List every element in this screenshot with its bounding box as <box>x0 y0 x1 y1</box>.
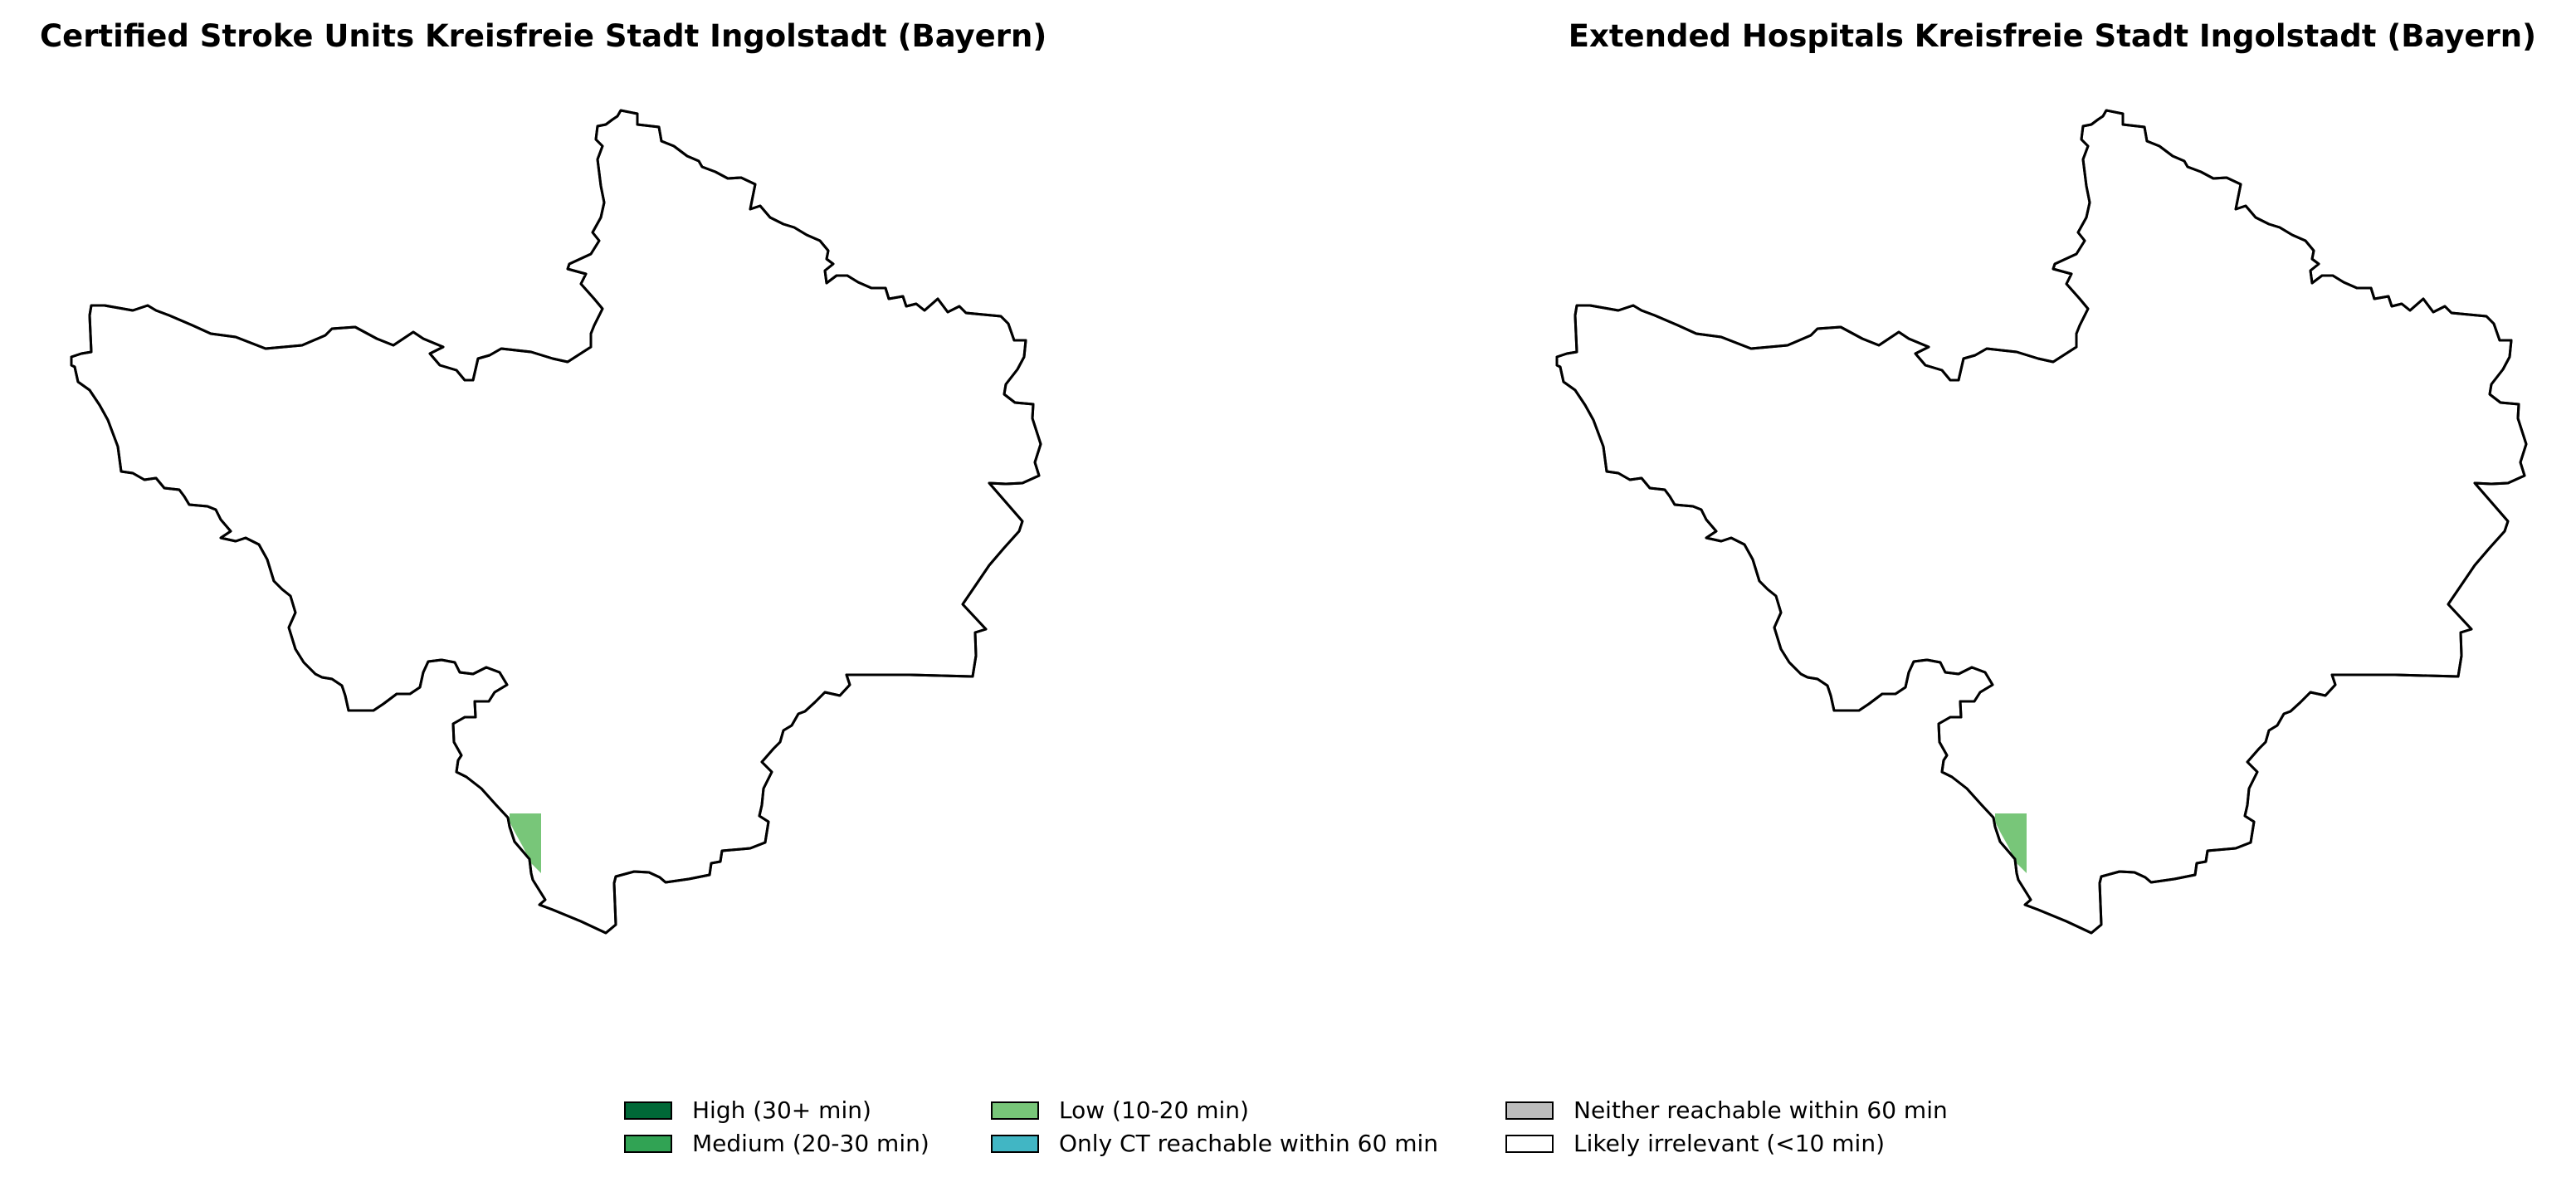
legend-swatch <box>624 1135 672 1153</box>
region-boundary <box>1555 109 2528 935</box>
legend-label: Only CT reachable within 60 min <box>1059 1130 1439 1157</box>
map-extended-hospitals <box>1555 109 2528 935</box>
legend-label: Likely irrelevant (<10 min) <box>1573 1130 1885 1157</box>
map-legend: High (30+ min) Medium (20-30 min) Low (1… <box>624 1094 1969 1169</box>
reachability-zone-low <box>510 813 541 873</box>
reachability-zone-low <box>1995 813 2027 873</box>
legend-item-only-ct: Only CT reachable within 60 min <box>991 1127 1438 1160</box>
map-title-stroke-units: Certified Stroke Units Kreisfreie Stadt … <box>40 18 1047 54</box>
legend-label: High (30+ min) <box>692 1096 871 1124</box>
legend-swatch <box>991 1135 1039 1153</box>
legend-swatch <box>991 1101 1039 1120</box>
map-title-extended-hospitals: Extended Hospitals Kreisfreie Stadt Ingo… <box>1568 18 2536 54</box>
legend-swatch <box>1505 1135 1554 1153</box>
region-boundary <box>70 109 1042 935</box>
legend-item-high: High (30+ min) <box>624 1094 871 1127</box>
map-stroke-units <box>70 109 1042 935</box>
region-boundary-outline <box>1555 109 2528 935</box>
legend-item-neither: Neither reachable within 60 min <box>1505 1094 1948 1127</box>
legend-label: Neither reachable within 60 min <box>1573 1096 1948 1124</box>
legend-item-medium: Medium (20-30 min) <box>624 1127 929 1160</box>
legend-item-irrelevant: Likely irrelevant (<10 min) <box>1505 1127 1885 1160</box>
legend-label: Medium (20-30 min) <box>692 1130 929 1157</box>
legend-item-low: Low (10-20 min) <box>991 1094 1249 1127</box>
legend-swatch <box>624 1101 672 1120</box>
legend-label: Low (10-20 min) <box>1059 1096 1249 1124</box>
region-boundary-outline <box>70 109 1042 935</box>
legend-swatch <box>1505 1101 1554 1120</box>
